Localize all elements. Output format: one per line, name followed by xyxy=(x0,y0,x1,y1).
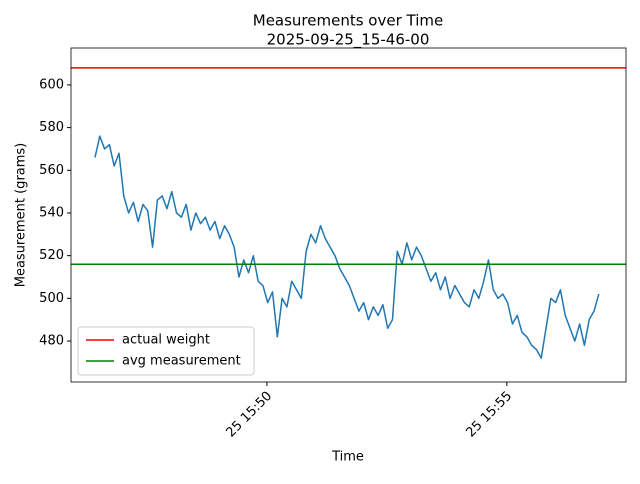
y-tick-label: 600 xyxy=(39,77,64,92)
y-tick-label: 540 xyxy=(39,205,64,220)
chart-subtitle: 2025-09-25_15-46-00 xyxy=(267,31,430,50)
chart-title: Measurements over Time xyxy=(253,12,444,30)
legend-label: avg measurement xyxy=(122,354,241,369)
y-tick-label: 560 xyxy=(39,163,64,178)
plot-frame xyxy=(70,47,627,383)
legend-label: actual weight xyxy=(122,333,210,348)
y-tick-label: 480 xyxy=(39,334,64,349)
data-line xyxy=(94,135,600,359)
x-axis-label: Time xyxy=(331,450,364,465)
y-tick-label: 500 xyxy=(39,291,64,306)
x-tick-label: 25 15:55 xyxy=(463,389,515,441)
y-tick-label: 580 xyxy=(39,120,64,135)
y-axis-label: Measurement (grams) xyxy=(14,143,29,288)
x-tick-label: 25 15:50 xyxy=(224,389,276,441)
legend-box xyxy=(77,326,255,376)
y-tick-label: 520 xyxy=(39,248,64,263)
